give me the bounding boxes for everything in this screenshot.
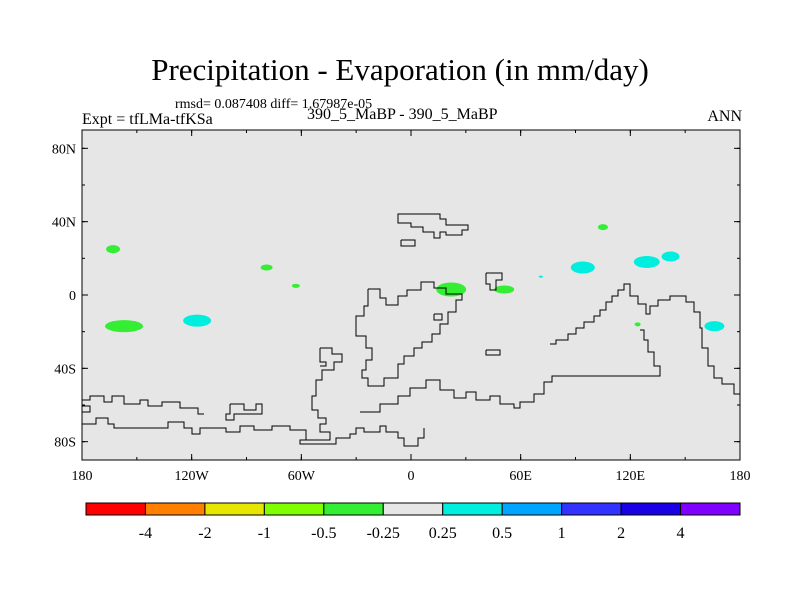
colorbar: -4 -2 -1 -0.5 -0.25 0.25 0.5 1 2 4 bbox=[85, 502, 741, 542]
axes: 180 120W 60W 0 60E 120E 180 80N 40N 0 40S 80S bbox=[52, 130, 751, 484]
colorbar-swatch bbox=[442, 502, 503, 516]
coastline-mideast bbox=[485, 272, 503, 291]
colorbar-swatch bbox=[501, 502, 563, 516]
colorbar-label: -1 bbox=[258, 525, 271, 542]
colorbar-label: 1 bbox=[558, 525, 566, 542]
coastline-asia-southeast bbox=[550, 283, 740, 395]
coastline-small-islands bbox=[485, 349, 501, 356]
season-label: ANN bbox=[707, 108, 742, 125]
x-tick-label: 60W bbox=[288, 469, 316, 484]
colorbar-swatch bbox=[204, 502, 265, 516]
x-tick-label: 120W bbox=[175, 469, 210, 484]
chart-title: Precipitation - Evaporation (in mm/day) bbox=[151, 52, 649, 87]
colorbar-swatch bbox=[144, 502, 206, 516]
colorbar-swatch bbox=[561, 502, 622, 516]
anomaly-patch bbox=[436, 282, 467, 297]
colorbar-swatch bbox=[323, 502, 384, 516]
coastline-eurasia-north bbox=[397, 213, 469, 239]
colorbar-swatch bbox=[263, 502, 325, 516]
anomaly-patch bbox=[661, 251, 680, 262]
coastline-antarctica bbox=[82, 395, 204, 415]
anomaly-patch bbox=[260, 264, 273, 271]
anomaly-patch bbox=[570, 261, 595, 274]
y-tick-label: 80N bbox=[52, 142, 76, 157]
anomaly-patch bbox=[633, 256, 660, 268]
colorbar-label: 2 bbox=[617, 525, 625, 542]
case-label: 390_5_MaBP - 390_5_MaBP bbox=[307, 106, 498, 123]
colorbar-swatch bbox=[620, 502, 682, 516]
colorbar-label: -2 bbox=[198, 525, 211, 542]
coastline-africa-islands bbox=[433, 313, 443, 321]
y-tick-label: 40N bbox=[52, 216, 76, 231]
x-tick-label: 0 bbox=[408, 469, 415, 484]
colorbar-label: -4 bbox=[139, 525, 152, 542]
x-tick-label: 120E bbox=[616, 469, 646, 484]
coastline-antarctica-mid bbox=[81, 405, 425, 447]
coastline-africa-south bbox=[360, 329, 661, 413]
anomaly-patch bbox=[538, 275, 543, 278]
coastlines bbox=[81, 213, 740, 447]
map-background bbox=[82, 130, 740, 460]
anomaly-patch bbox=[291, 283, 300, 288]
coastline-small-island bbox=[400, 239, 416, 247]
colorbar-label: -0.25 bbox=[367, 525, 400, 542]
anomaly-patch bbox=[634, 322, 641, 327]
colorbar-swatch bbox=[680, 502, 741, 516]
x-tick-label: 60E bbox=[509, 469, 532, 484]
colorbar-label: 0.25 bbox=[429, 525, 457, 542]
colorbar-label: 0.5 bbox=[492, 525, 512, 542]
colorbar-label: -0.5 bbox=[311, 525, 336, 542]
y-tick-label: 40S bbox=[54, 362, 76, 377]
stats-text: rmsd= 0.087408 diff= 1.67987e-05 bbox=[175, 97, 373, 112]
experiment-label: Expt = tfLMa-tfKSa bbox=[82, 111, 213, 128]
anomaly-patch bbox=[597, 224, 608, 231]
coastline-africa bbox=[355, 281, 463, 387]
colorbar-swatch bbox=[85, 502, 146, 516]
x-tick-label: 180 bbox=[72, 469, 93, 484]
anomaly-patch bbox=[494, 285, 515, 294]
anomaly-patch bbox=[106, 245, 121, 254]
coastline-south-america-west bbox=[319, 348, 327, 367]
x-tick-label: 180 bbox=[730, 469, 751, 484]
colorbar-swatch bbox=[382, 502, 444, 516]
coastline-antarctica-peninsula bbox=[225, 403, 263, 421]
colorbar-label: 4 bbox=[677, 525, 685, 542]
anomaly-patch bbox=[183, 314, 212, 327]
anomaly-patch bbox=[704, 321, 725, 332]
y-tick-label: 0 bbox=[69, 289, 76, 304]
coastline-south-america bbox=[306, 347, 343, 441]
y-tick-label: 80S bbox=[54, 436, 76, 451]
anomaly-patch bbox=[105, 320, 144, 333]
anomaly-patches bbox=[105, 224, 725, 333]
